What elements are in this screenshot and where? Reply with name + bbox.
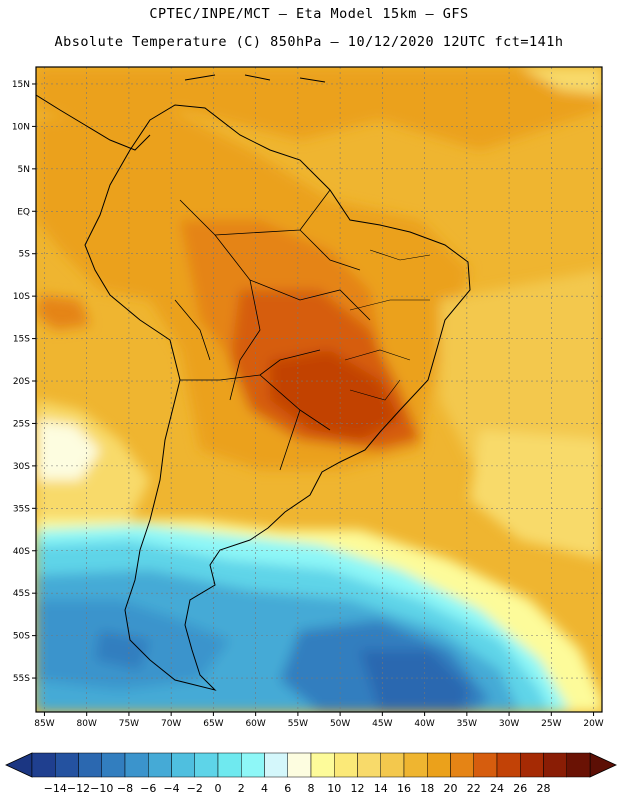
colorbar-label: 0 (215, 782, 222, 795)
colorbar-under-arrow (5, 752, 33, 778)
lat-tick-label: 15S (13, 335, 30, 345)
colorbar-swatch (194, 752, 219, 778)
lon-tick-label: 80W (77, 719, 97, 729)
south-america-coastline (84, 104, 471, 691)
colorbar-over-arrow (589, 752, 617, 778)
colorbar-swatch (264, 752, 288, 778)
lon-tick-label: 20W (583, 719, 603, 729)
colorbar-label: 2 (238, 782, 245, 795)
lon-tick-label: 55W (288, 719, 308, 729)
colorbar-label: −8 (117, 782, 133, 795)
lat-tick-label: 30S (13, 462, 30, 472)
colorbar-label: 20 (444, 782, 458, 795)
lon-tick-label: 45W (372, 719, 392, 729)
colorbar-label: 22 (467, 782, 481, 795)
colorbar-label: 18 (420, 782, 434, 795)
colorbar-label: 4 (261, 782, 268, 795)
lat-tick-label: 25S (13, 419, 30, 429)
plot-frame (35, 66, 603, 713)
colorbar-swatch (357, 752, 381, 778)
colorbar-swatch (287, 752, 312, 778)
colorbar-label: −6 (140, 782, 156, 795)
colorbar-swatch (55, 752, 79, 778)
lat-tick-label: 20S (13, 377, 30, 387)
lat-tick-label: 40S (13, 547, 30, 557)
colorbar-label: 24 (490, 782, 504, 795)
colorbar-label: 6 (284, 782, 291, 795)
lat-tick-label: 50S (13, 632, 30, 642)
colorbar-swatch (31, 752, 56, 778)
lat-tick-label: 10S (13, 292, 30, 302)
colorbar-label: −2 (187, 782, 203, 795)
colorbar-label: −12 (67, 782, 90, 795)
longitude-axis: 85W 80W 75W 70W 65W 60W 55W 50W 45W 40W 35W 30W 25W 2… (34, 712, 604, 729)
lon-tick-label: 70W (161, 719, 181, 729)
lat-tick-label: EQ (17, 207, 30, 217)
colorbar-label: 10 (327, 782, 341, 795)
brazil-state-borders (344, 249, 431, 401)
map-title-line1: CPTEC/INPE/MCT – Eta Model 15km – GFS (149, 6, 469, 22)
lon-tick-label: 50W (330, 719, 350, 729)
lat-tick-label: 5N (18, 165, 30, 175)
colorbar-label: −4 (163, 782, 179, 795)
graticule (36, 67, 602, 712)
temperature-field (36, 67, 602, 712)
coastlines (36, 74, 471, 691)
colorbar-swatch (217, 752, 242, 778)
colorbar-swatch (450, 752, 474, 778)
colorbar-swatch (171, 752, 195, 778)
caribbean-islands (184, 74, 326, 83)
lat-tick-label: 55S (13, 674, 30, 684)
colorbar-swatch (334, 752, 358, 778)
colorbar-swatch (473, 752, 498, 778)
colorbar-label: 28 (537, 782, 551, 795)
colorbar-swatch (403, 752, 428, 778)
lon-tick-label: 35W (457, 719, 477, 729)
colorbar-swatch (101, 752, 126, 778)
colorbar-swatch (427, 752, 451, 778)
colorbar-swatch (148, 752, 172, 778)
lat-tick-label: 45S (13, 589, 30, 599)
colorbar-swatch (78, 752, 102, 778)
country-borders (174, 189, 371, 471)
lon-tick-label: 85W (34, 719, 54, 729)
colorbar-swatch (520, 752, 544, 778)
colorbar-label: 12 (351, 782, 365, 795)
lat-tick-label: 10N (12, 122, 30, 132)
map-title-line2: Absolute Temperature (C) 850hPa – 10/12/… (54, 34, 564, 50)
lat-tick-label: 5S (19, 250, 31, 260)
lon-tick-label: 25W (541, 719, 561, 729)
lon-tick-label: 65W (203, 719, 223, 729)
lon-tick-label: 30W (499, 719, 519, 729)
colorbar: −14 −12 −10 −8 −6 −4 −2 0 2 4 6 8 10 12 14 16 18 20 22 24 26… (5, 752, 617, 795)
colorbar-swatch (124, 752, 149, 778)
colorbar-swatch (241, 752, 265, 778)
colorbar-label: 16 (397, 782, 411, 795)
lat-tick-label: 35S (13, 504, 30, 514)
colorbar-label: −10 (90, 782, 113, 795)
lon-tick-label: 75W (119, 719, 139, 729)
central-america-coastline (36, 94, 151, 151)
lon-tick-label: 60W (245, 719, 265, 729)
colorbar-swatch (543, 752, 567, 778)
colorbar-label: 8 (308, 782, 315, 795)
colorbar-label: −14 (44, 782, 67, 795)
colorbar-swatch (380, 752, 405, 778)
lat-tick-label: 15N (12, 80, 30, 90)
colorbar-swatch (310, 752, 335, 778)
lon-tick-label: 40W (414, 719, 434, 729)
latitude-axis: 15N 10N 5N EQ 5S 10S 15S 20S 25S 30S 35S 40S 45S 50S 5… (12, 80, 36, 684)
colorbar-label: 14 (374, 782, 388, 795)
colorbar-swatch (496, 752, 521, 778)
colorbar-swatch (566, 752, 591, 778)
colorbar-label: 26 (513, 782, 527, 795)
